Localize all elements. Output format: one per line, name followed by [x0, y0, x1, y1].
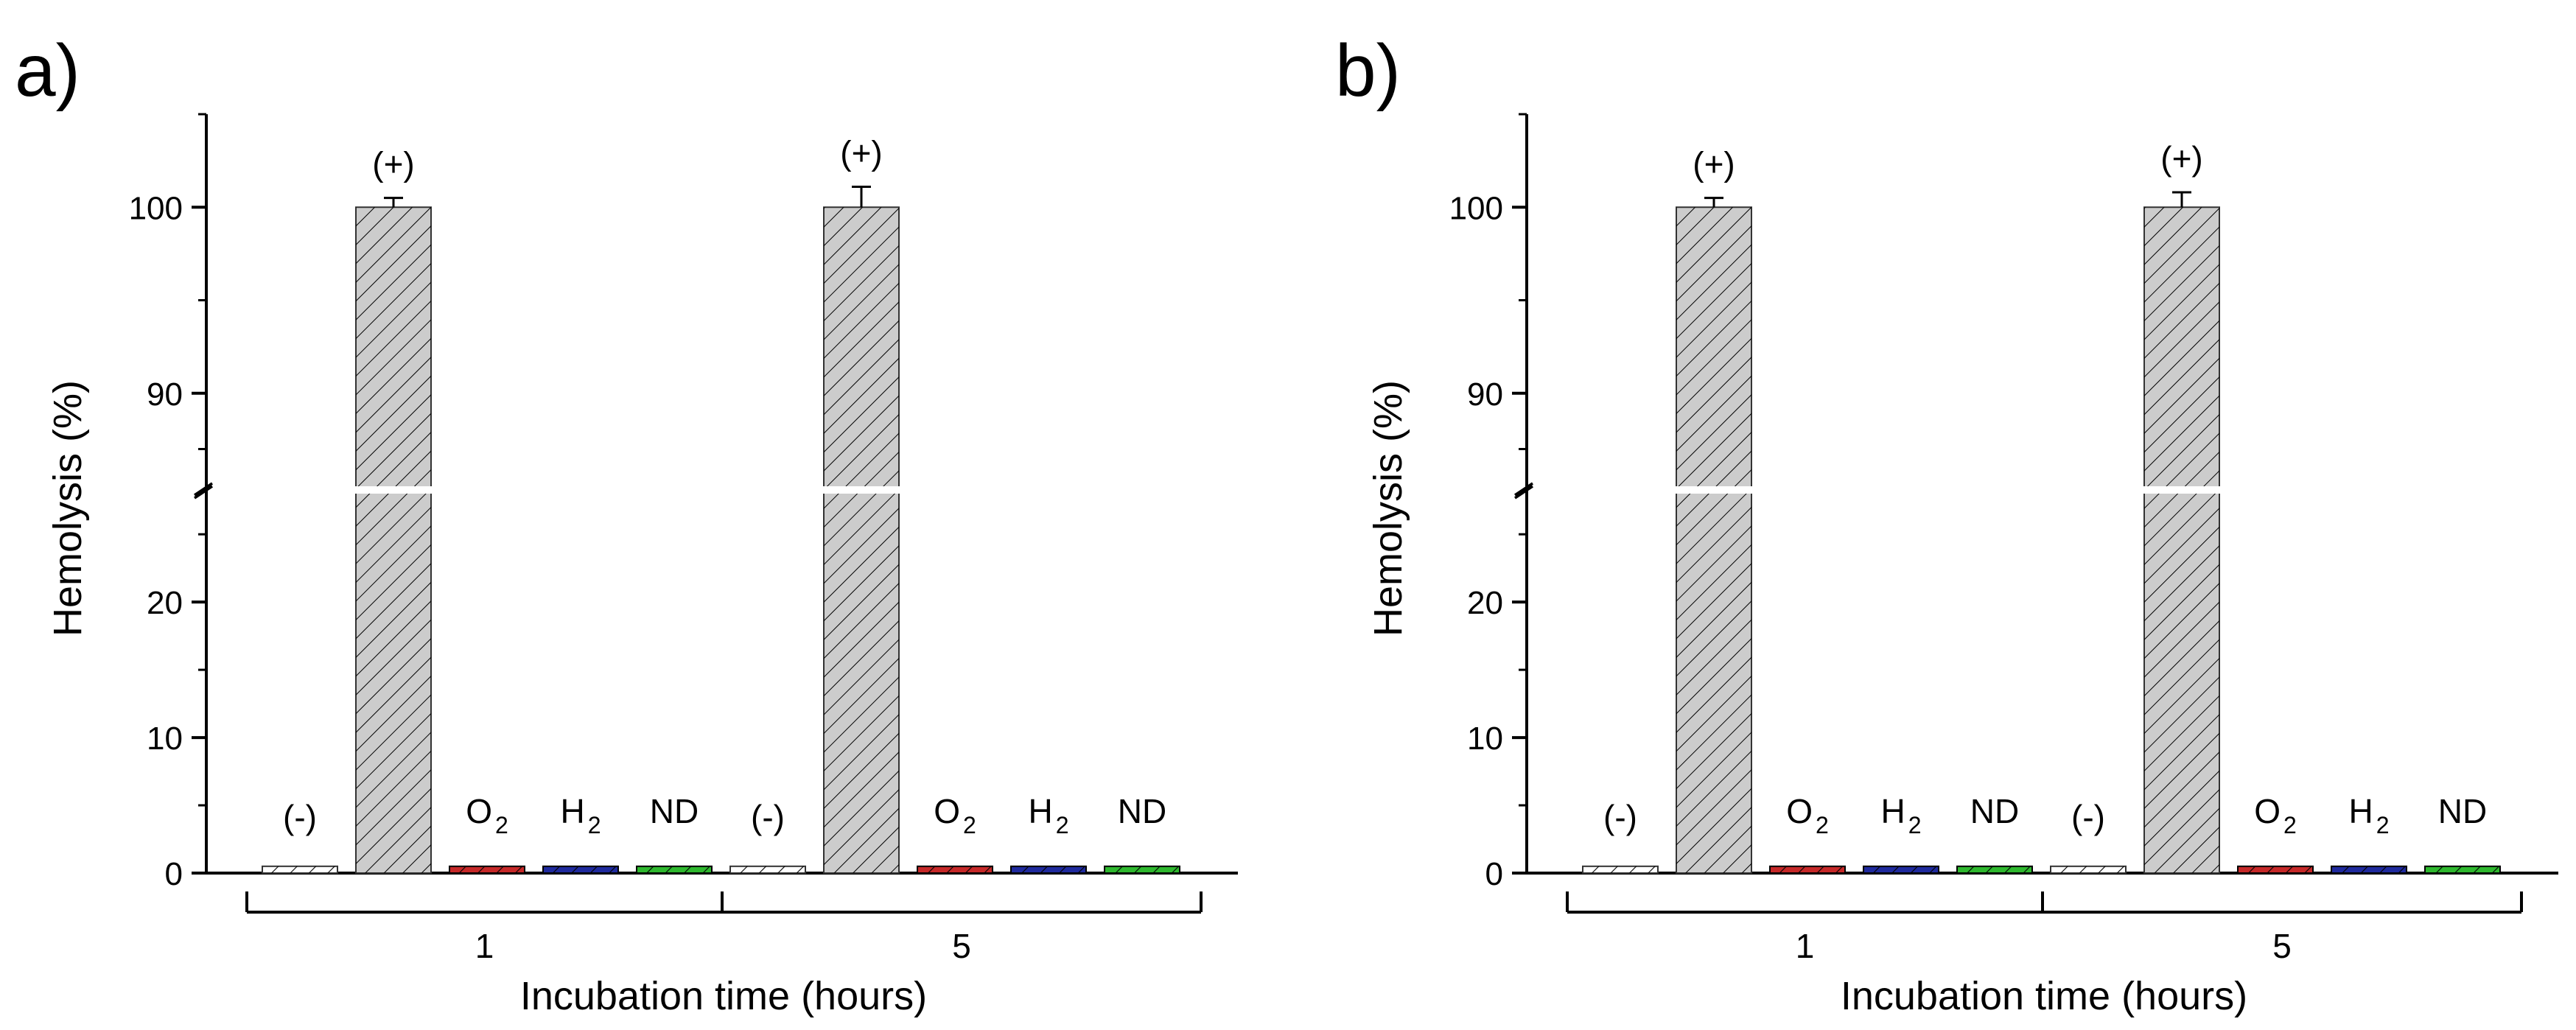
y-tick-label: 10 — [147, 721, 183, 757]
bar-hatch — [449, 866, 525, 873]
y-tick-label: 0 — [1485, 856, 1503, 892]
group-label: 1 — [475, 927, 494, 965]
bar-break-gap — [1673, 486, 1754, 494]
bar-hatch — [262, 866, 337, 873]
bar-hatch — [1011, 866, 1086, 873]
bar-label: ND — [650, 792, 699, 830]
bar-hatch — [2238, 866, 2313, 873]
bar-label: ND — [2438, 792, 2487, 830]
bar-break-gap — [353, 486, 434, 494]
bar-label: ND — [1118, 792, 1166, 830]
bar-hatch — [917, 866, 993, 873]
bar-label: (-) — [751, 798, 785, 836]
chart-panel-b: b) 0 10 20 90 100 Hemolysis (%) (-) (+) O 2 H 2 ND (-)… — [1335, 29, 2558, 1018]
bar-hatch — [2331, 866, 2407, 873]
bar-hatch — [1583, 866, 1658, 873]
bar-label: (+) — [1693, 145, 1735, 183]
bar-break-gap — [2141, 486, 2222, 494]
bar-label-subscript: 2 — [1816, 812, 1829, 838]
bar-label: ND — [1970, 792, 2019, 830]
bar-label: (-) — [1603, 798, 1637, 836]
bar-hatch — [637, 866, 712, 873]
y-tick-label: 0 — [165, 856, 183, 892]
bar-label-subscript: 2 — [2376, 812, 2390, 838]
panel-label: b) — [1335, 29, 1401, 112]
bar-label: (-) — [283, 798, 317, 836]
bar-hatch — [1105, 866, 1180, 873]
bar-hatch — [1676, 207, 1751, 873]
panel-label: a) — [15, 29, 80, 112]
chart-panel-a: a) 0 10 20 90 100 Hemolysis (%) (-) (+) O 2 H 2 ND (-)… — [15, 29, 1238, 1018]
y-tick-label: 90 — [147, 376, 183, 413]
axis-break-mark — [194, 482, 213, 497]
bar-label-subscript: 2 — [1908, 812, 1922, 838]
bar-hatch — [2144, 207, 2219, 873]
x-axis-title: Incubation time (hours) — [1841, 974, 2247, 1018]
y-tick-label: 90 — [1467, 376, 1503, 413]
y-tick-label: 10 — [1467, 721, 1503, 757]
bar-hatch — [1863, 866, 1939, 873]
bar-label-subscript: 2 — [963, 812, 976, 838]
group-label: 5 — [2272, 927, 2292, 965]
bar-label-subscript: 2 — [588, 812, 601, 838]
x-axis-title: Incubation time (hours) — [520, 974, 927, 1018]
bar-label: (+) — [840, 133, 883, 172]
bar-label: (+) — [372, 145, 415, 183]
bar-break-gap — [821, 486, 902, 494]
bar-hatch — [824, 207, 899, 873]
bar-hatch — [2051, 866, 2126, 873]
bar-label-subscript: 2 — [2283, 812, 2297, 838]
bar-hatch — [1957, 866, 2032, 873]
bar-hatch — [1770, 866, 1845, 873]
group-label: 1 — [1796, 927, 1815, 965]
bar-hatch — [543, 866, 618, 873]
y-axis-title: Hemolysis (%) — [46, 380, 90, 637]
y-tick-label: 20 — [147, 585, 183, 621]
axis-break-mark — [194, 485, 213, 500]
bar-hatch — [2425, 866, 2500, 873]
axis-break-mark — [1514, 485, 1533, 500]
y-tick-label: 20 — [1467, 585, 1503, 621]
group-label: 5 — [952, 927, 971, 965]
bar-hatch — [356, 207, 431, 873]
y-tick-label: 100 — [1449, 190, 1503, 226]
bar-label-subscript: 2 — [495, 812, 508, 838]
bar-label: (-) — [2071, 798, 2105, 836]
y-tick-label: 100 — [129, 190, 183, 226]
bar-label-subscript: 2 — [1056, 812, 1069, 838]
axis-break-mark — [1514, 482, 1533, 497]
bar-label: (+) — [2160, 139, 2203, 178]
y-axis-title: Hemolysis (%) — [1366, 380, 1410, 637]
bar-hatch — [730, 866, 805, 873]
